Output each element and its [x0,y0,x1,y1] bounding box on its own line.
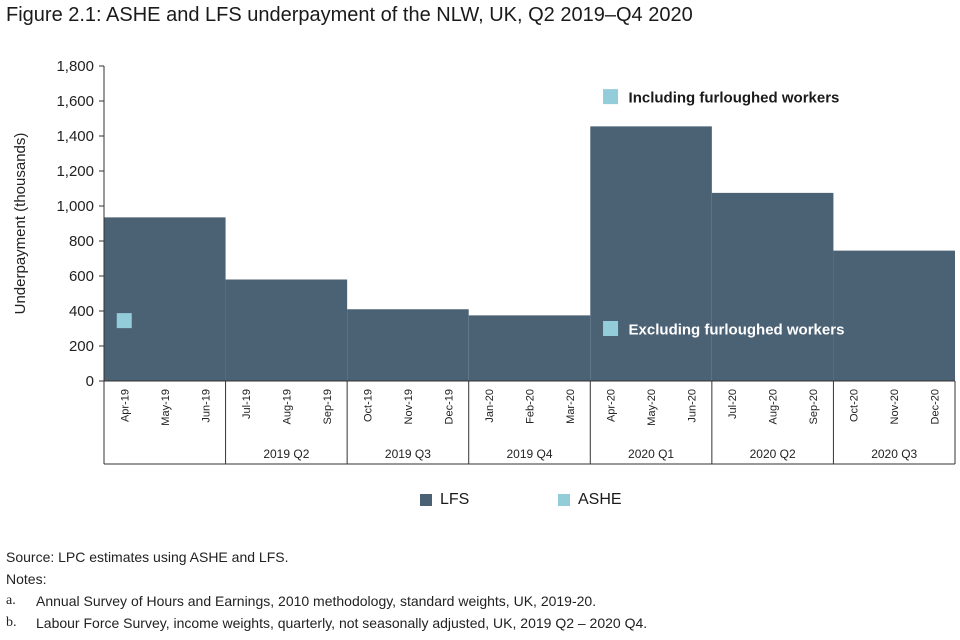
note-letter: b. [6,615,17,630]
x-tick-label-month: Apr-20 [606,389,618,422]
chart-area: 0 200 400 600 800 1,000 1,200 1,400 1,600 1,800 Un… [12,58,956,465]
y-axis-label: Underpayment (thousands) [12,133,29,315]
lfs-bar [104,217,226,381]
x-tick-label-month: Oct-20 [849,389,861,422]
y-tick-label: 1,200 [56,163,94,180]
x-tick-label-quarter: 2020 Q1 [628,447,674,461]
note-text: Annual Survey of Hours and Earnings, 201… [36,593,597,609]
ashe-point-label: Excluding furloughed workers [629,322,845,339]
y-tick-label: 1,400 [56,128,94,145]
x-tick-label-month: May-19 [160,389,172,426]
y-tick-label: 600 [69,268,94,285]
notes-section: Source: LPC estimates using ASHE and LFS… [6,546,956,634]
notes-heading: Notes: [6,571,47,587]
y-tick-label: 800 [69,233,94,250]
x-tick-label-month: Jul-20 [727,389,739,419]
x-tick-label-month: Sep-20 [808,389,820,424]
lfs-bar [590,126,712,381]
ashe-point [116,313,132,329]
x-tick-label-month: Dec-20 [930,389,942,424]
x-tick-label-quarter: 2019 Q3 [385,447,431,461]
lfs-bar [347,309,469,381]
x-tick-label-quarter: 2019 Q2 [263,447,309,461]
x-tick-label-month: Jul-19 [241,389,253,419]
x-tick-label-month: Jun-19 [200,389,212,423]
x-tick-label-month: Oct-19 [362,389,374,422]
y-tick-label: 1,800 [56,58,94,75]
x-tick-label-month: Aug-19 [281,389,293,424]
x-tick-label-month: Aug-20 [768,389,780,424]
ashe-point [603,321,619,336]
x-tick-label-month: Jan-20 [484,389,496,423]
x-tick-label-month: Dec-19 [443,389,455,424]
y-tick-label: 0 [86,373,94,390]
x-tick-label-month: Jun-20 [687,389,699,423]
ashe-point [603,89,619,105]
legend: LFS ASHE [0,487,960,511]
lfs-bar [833,250,955,381]
legend-label-lfs: LFS [440,491,470,508]
legend-label-ashe: ASHE [578,491,622,508]
x-tick-label-month: Sep-19 [322,389,334,424]
legend-item-lfs: LFS [420,491,469,509]
y-tick-label: 1,600 [56,93,94,110]
legend-item-ashe: ASHE [558,491,622,509]
x-tick-label-month: Feb-20 [525,389,537,424]
chart-title: Figure 2.1: ASHE and LFS underpayment of… [6,4,693,26]
ashe-point-label: Including furloughed workers [629,90,840,107]
x-tick-label-month: Nov-20 [889,389,901,424]
y-tick-label: 400 [69,303,94,320]
x-tick-label-quarter: 2020 Q2 [750,447,796,461]
x-tick-label-quarter: 2020 Q3 [871,447,917,461]
legend-swatch-ashe [558,494,570,506]
x-tick-label-month: Nov-19 [403,389,415,424]
note-item-b: b. Labour Force Survey, income weights, … [6,612,956,634]
lfs-bar [468,315,591,381]
x-tick-label-month: Apr-19 [119,389,131,422]
x-tick-label-quarter: 2019 Q4 [506,447,552,461]
source-text: Source: LPC estimates using ASHE and LFS… [6,549,289,565]
y-tick-label: 200 [69,338,94,355]
note-text: Labour Force Survey, income weights, qua… [36,615,648,631]
x-tick-label-month: May-20 [646,389,658,426]
note-item-a: a. Annual Survey of Hours and Earnings, … [6,590,956,612]
note-letter: a. [6,593,16,608]
y-tick-label: 1,000 [56,198,94,215]
legend-swatch-lfs [420,494,432,506]
x-tick-label-month: Mar-20 [565,389,577,424]
lfs-bar [225,279,348,381]
lfs-bar [711,192,834,381]
